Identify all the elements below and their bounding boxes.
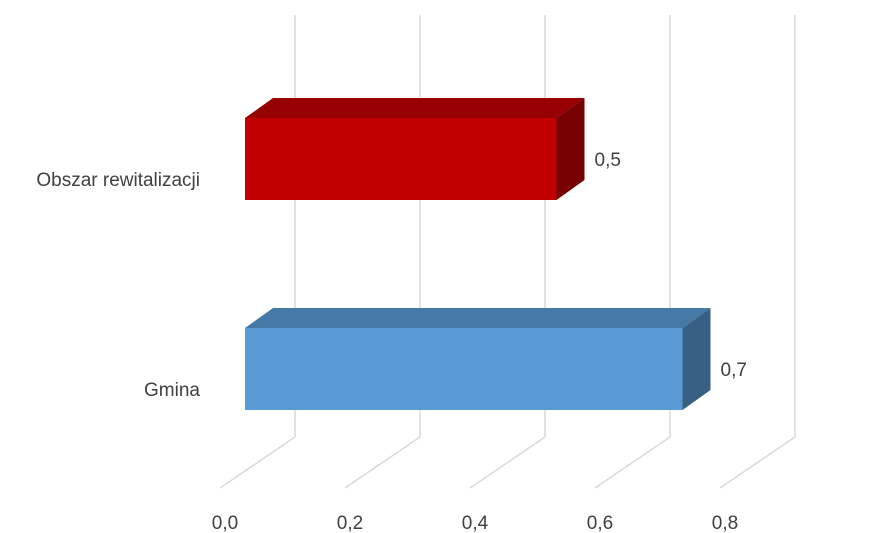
x-tick-label: 0,0 <box>212 513 238 533</box>
gridline-floor <box>219 436 296 489</box>
bar <box>245 328 683 410</box>
x-tick-label: 0,8 <box>712 513 738 533</box>
category-label: Gmina <box>144 380 200 401</box>
bar-top-face <box>245 308 711 328</box>
bar-top-face <box>245 98 585 118</box>
gridline-floor <box>344 436 421 489</box>
bar-side-face <box>682 308 711 410</box>
gridline-floor <box>469 436 546 489</box>
data-label: 0,5 <box>595 150 621 171</box>
gridline-floor <box>719 436 796 489</box>
bar <box>245 118 557 200</box>
data-label: 0,7 <box>721 360 747 381</box>
bar-side-face <box>556 98 585 200</box>
x-tick-label: 0,6 <box>587 513 613 533</box>
x-tick-label: 0,4 <box>462 513 489 533</box>
category-label: Obszar rewitalizacji <box>36 170 200 191</box>
gridline-floor <box>594 436 671 489</box>
x-tick-label: 0,2 <box>337 513 363 533</box>
